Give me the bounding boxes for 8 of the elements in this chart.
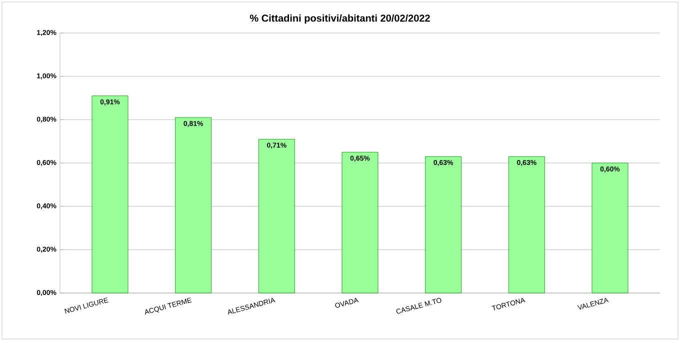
bar (258, 138, 295, 294)
bar (425, 156, 462, 294)
bar (175, 117, 212, 294)
chart-title: % Cittadini positivi/abitanti 20/02/2022 (250, 14, 430, 24)
bar (92, 96, 128, 294)
bar (508, 156, 545, 294)
bar (342, 152, 378, 294)
bar (592, 162, 628, 294)
